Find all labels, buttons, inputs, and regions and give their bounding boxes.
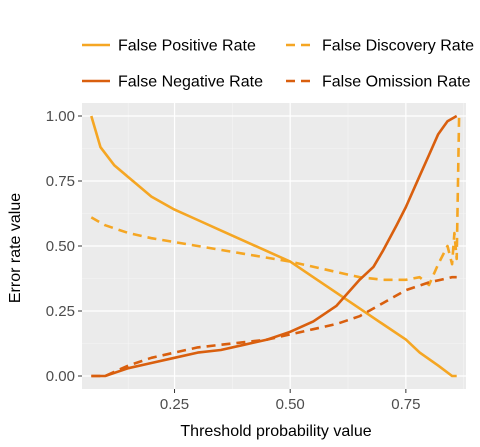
legend-label: False Discovery Rate <box>322 38 474 55</box>
legend: False Positive Rate False Discovery Rate F… <box>82 38 474 91</box>
y-axis-label: Error rate value <box>7 193 24 303</box>
x-tick-label: 0.50 <box>276 396 305 413</box>
x-tick-label: 0.25 <box>160 396 189 413</box>
legend-label: False Omission Rate <box>322 74 471 91</box>
legend-label: False Negative Rate <box>118 74 263 91</box>
series-line-false-positive-rate <box>90 115 457 378</box>
series-line-false-negative-rate <box>91 114 458 378</box>
series-line-false-omission-rate <box>91 275 457 378</box>
y-tick-label: 0.50 <box>46 238 75 255</box>
series-line-false-discovery-rate <box>90 115 461 287</box>
series-lines <box>90 114 461 378</box>
x-axis-label: Threshold probability value <box>180 423 371 440</box>
y-tick-label: 0.75 <box>46 173 75 190</box>
x-axis: 0.25 0.50 0.75 <box>160 389 420 413</box>
y-tick-label: 0.00 <box>46 368 75 385</box>
grid <box>82 103 466 389</box>
x-tick-label: 0.75 <box>391 396 420 413</box>
y-tick-label: 0.25 <box>46 303 75 320</box>
legend-label: False Positive Rate <box>118 38 256 55</box>
y-axis: 0.00 0.25 0.50 0.75 1.00 <box>46 108 82 385</box>
y-tick-label: 1.00 <box>46 108 75 125</box>
